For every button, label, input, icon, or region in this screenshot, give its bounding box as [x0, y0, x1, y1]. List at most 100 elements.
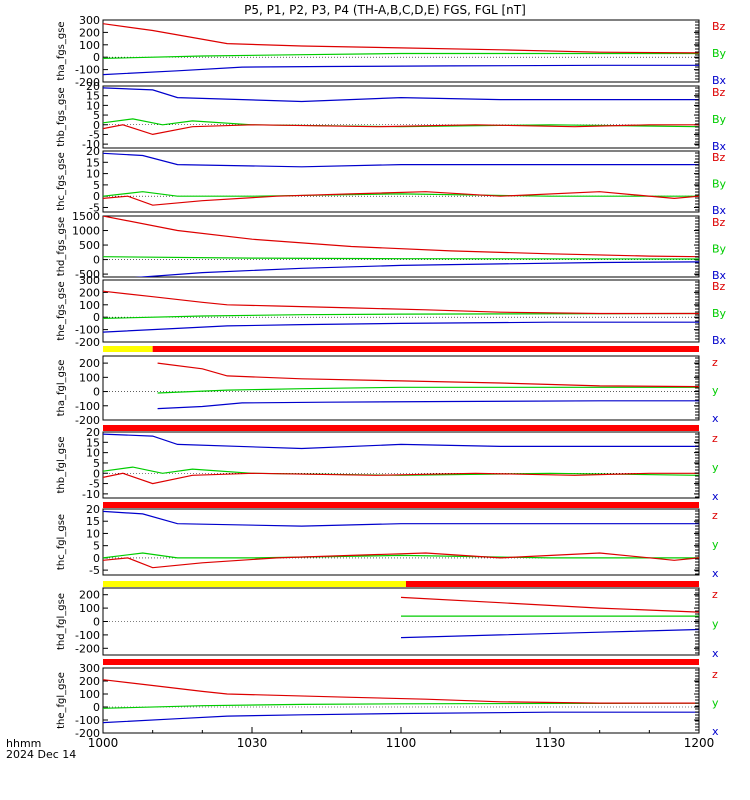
legend-y: By: [712, 307, 727, 320]
series-line-x: [103, 64, 699, 76]
legend-y: y: [712, 538, 719, 551]
ytick-label: 100: [79, 39, 100, 52]
legend-x: Bx: [712, 74, 727, 87]
ytick-label: 5: [93, 540, 100, 553]
legend-y: By: [712, 178, 727, 191]
legend-z: Bz: [712, 20, 726, 33]
ytick-label: -200: [75, 642, 100, 655]
ytick-label: -100: [75, 714, 100, 727]
series-line-y: [103, 466, 699, 476]
status-segment: [103, 581, 406, 587]
ytick-label: 100: [79, 602, 100, 615]
ytick-label: 0: [93, 386, 100, 399]
xtick-label: 1130: [535, 736, 566, 750]
ytick-label: 300: [79, 274, 100, 287]
legend-z: z: [712, 356, 718, 369]
legend-y: y: [712, 618, 719, 631]
legend-x: Bx: [712, 140, 727, 153]
ytick-label: -100: [75, 400, 100, 413]
ytick-label: -10: [82, 488, 100, 501]
legend-x: x: [712, 412, 719, 425]
ytick-label: 5: [93, 457, 100, 470]
ytick-label: -5: [89, 201, 100, 214]
legend-y: By: [712, 47, 727, 60]
ytick-label: -10: [82, 138, 100, 151]
ytick-label: 15: [86, 156, 100, 169]
series-line-y: [103, 702, 699, 709]
series-line-x: [103, 321, 699, 333]
series-line-z: [103, 679, 699, 704]
panel-ylabel: tha_fgl_gse: [56, 360, 67, 417]
legend-x: x: [712, 567, 719, 580]
series-line-y: [103, 312, 699, 319]
ytick-label: 15: [86, 515, 100, 528]
series-line-z: [103, 290, 699, 315]
series-line-y: [103, 552, 699, 559]
ytick-label: 5: [93, 109, 100, 122]
ytick-label: 300: [79, 662, 100, 675]
status-bar-group: [103, 346, 699, 665]
ytick-label: 20: [86, 145, 100, 158]
series-line-z: [103, 23, 699, 54]
ytick-label: 10: [86, 447, 100, 460]
ytick-label: -100: [75, 64, 100, 77]
ytick-label: 200: [79, 675, 100, 688]
panel-ylabel: thc_fgl_gse: [56, 514, 67, 570]
legend-x: Bx: [712, 334, 727, 347]
legend-z: z: [712, 588, 718, 601]
legend-z: Bz: [712, 216, 726, 229]
series-line-z: [400, 596, 699, 613]
ytick-label: 0: [93, 467, 100, 480]
status-segment: [103, 425, 699, 431]
legend-x: x: [712, 647, 719, 660]
ytick-label: 10: [86, 99, 100, 112]
ytick-label: 300: [79, 14, 100, 27]
panel-frame: [102, 508, 700, 576]
footer-date: 2024 Dec 14: [6, 748, 76, 761]
ytick-label: 10: [86, 527, 100, 540]
ytick-label: 0: [93, 701, 100, 714]
ytick-label: 0: [93, 311, 100, 324]
ytick-label: 100: [79, 371, 100, 384]
panel-frame: [102, 19, 700, 83]
legend-y: y: [712, 697, 719, 710]
ytick-label: -200: [75, 727, 100, 740]
ytick-label: -5: [89, 564, 100, 577]
status-bar-tha_fgl: [103, 425, 699, 431]
panel-frame: [102, 667, 700, 734]
series-line-y: [103, 118, 699, 128]
ytick-label: -5: [89, 478, 100, 491]
ytick-label: 20: [86, 426, 100, 439]
series-line-z: [157, 362, 699, 388]
ytick-label: 1500: [72, 210, 100, 223]
panel-ylabel: thb_fgs_gse: [56, 87, 67, 146]
ytick-label: -500: [75, 268, 100, 281]
status-bar-the_fgs: [103, 346, 699, 352]
ytick-label: 200: [79, 589, 100, 602]
ytick-label: 0: [93, 190, 100, 203]
xtick-label: 1100: [386, 736, 417, 750]
legend-y: By: [712, 243, 727, 256]
ytick-label: 15: [86, 436, 100, 449]
ytick-label: 0: [93, 552, 100, 565]
ytick-label: -100: [75, 629, 100, 642]
legend-z: Bz: [712, 86, 726, 99]
status-bar-thc_fgl: [103, 581, 699, 587]
ytick-label: 100: [79, 299, 100, 312]
panel-frame: [102, 355, 700, 421]
series-line-x: [103, 711, 699, 724]
status-segment: [103, 346, 153, 352]
panel-ylabel: thd_fgl_gse: [56, 593, 67, 650]
ytick-label: 20: [86, 80, 100, 93]
legend-z: z: [712, 432, 718, 445]
series-line-x: [134, 261, 699, 277]
xtick-label: 1030: [237, 736, 268, 750]
ytick-label: 0: [93, 119, 100, 132]
